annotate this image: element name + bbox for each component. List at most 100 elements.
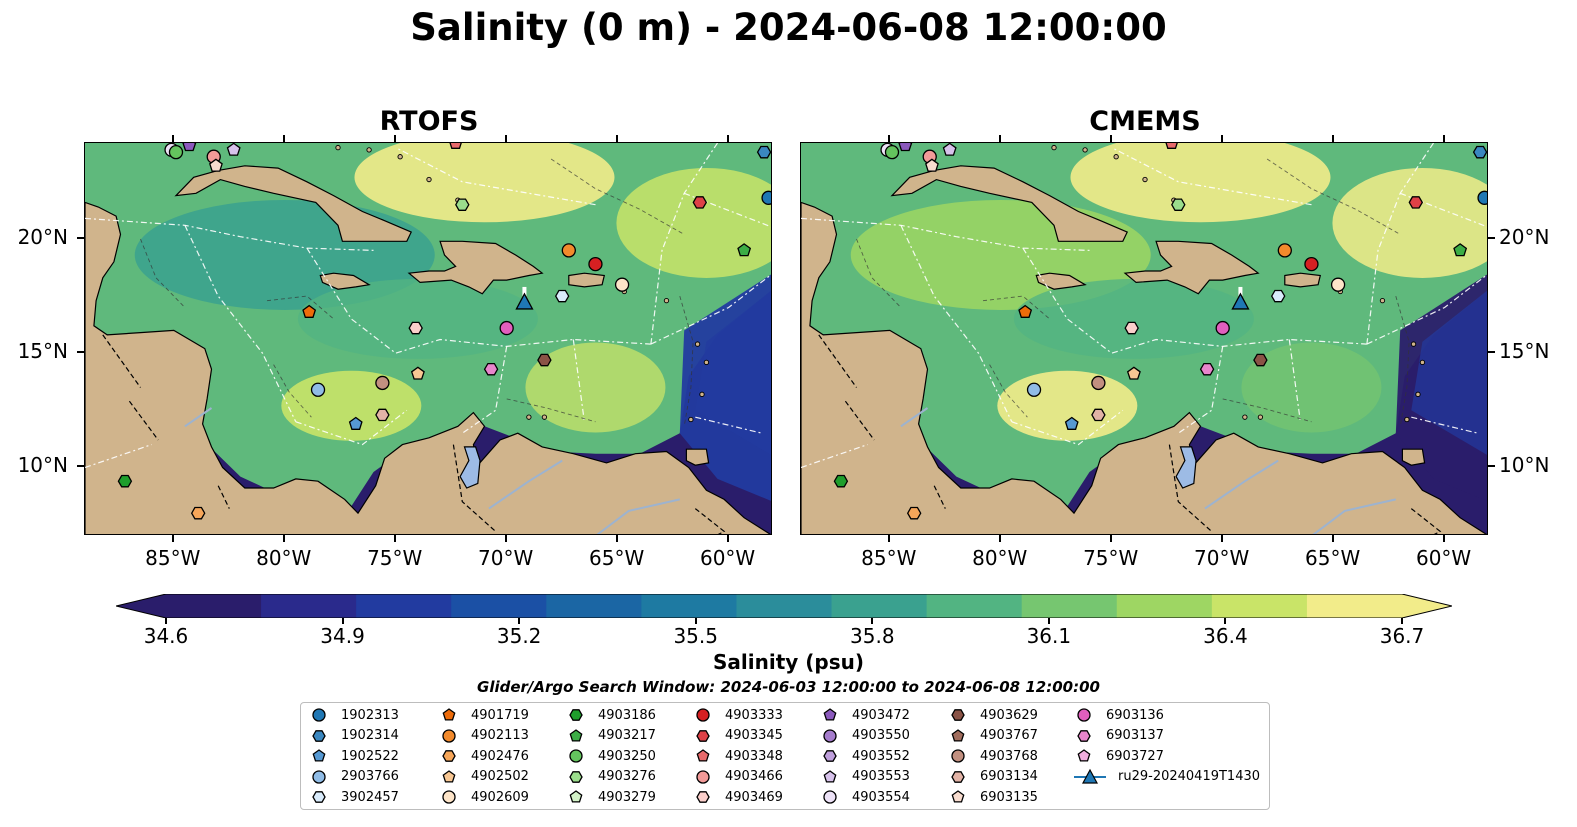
station-marker [226,143,241,156]
x-tick-mark-top [282,135,285,142]
panel-title-rtofs: RTOFS [379,106,479,137]
legend-item: 4903348 [693,746,783,766]
legend-item: 4903217 [566,726,656,746]
station-marker [410,366,425,380]
x-tick-mark [1220,535,1223,542]
legend-item: 1902314 [309,726,399,746]
legend: 1902313 1902314 1902522 2903766 3902457 49017… [300,702,1270,810]
circle-icon [951,749,965,763]
station-marker [898,143,913,152]
legend-item: 2903766 [309,767,399,787]
station-marker [1304,256,1319,272]
pentagon-icon [823,769,837,783]
station-marker [1277,243,1292,258]
legend-label: 1902313 [341,707,399,723]
legend-label: 4903466 [725,769,783,785]
colorbar-tick-mark [694,618,697,624]
station-marker [925,158,939,172]
legend-label: 4903768 [980,748,1038,764]
legend-label: 6903727 [1106,748,1164,764]
legend-item: 6903727 [1074,746,1164,766]
station-marker [375,375,390,391]
legend-label: 4903250 [598,748,656,764]
legend-label: 4903472 [852,707,910,723]
station-marker [942,143,957,156]
x-tick-mark [282,535,285,542]
colorbar-tick-mark [518,618,521,624]
x-tick-mark-top [1220,135,1223,142]
colorbar-segment [1116,594,1213,618]
legend-item: 4901719 [439,705,529,725]
pentagon-icon [1077,749,1091,762]
legend-item: 4902113 [439,726,529,746]
pentagon-icon [823,708,837,721]
legend-item: 4903552 [820,746,910,766]
station-marker [1124,321,1139,335]
legend-label: 4903469 [725,789,783,805]
y-tick-label-left: 15°N [17,339,68,364]
legend-label: 4903554 [852,789,910,805]
legend-item: 4902476 [439,746,529,766]
y-tick-mark-right [1488,465,1495,468]
y-tick-label-left: 10°N [17,453,68,478]
colorbar-segment [1211,594,1308,618]
legend-item: 4903768 [948,746,1038,766]
glider-marker [515,286,534,310]
x-tick-label: 65°W [589,546,645,570]
x-tick-mark-top [1109,135,1112,142]
legend-label: 4903550 [852,728,910,744]
station-marker [1165,143,1178,149]
legend-label: 4903553 [852,769,910,785]
y-tick-label-right: 15°N [1499,339,1550,364]
legend-label: 4903552 [852,748,910,764]
circle-icon [823,790,837,805]
station-marker [182,143,197,152]
x-tick-mark [726,535,729,542]
legend-label: 4903276 [598,769,656,785]
legend-item: 4903333 [693,705,783,725]
x-tick-mark [504,535,507,542]
colorbar-tick-mark [1047,618,1050,624]
pentagon-icon [569,790,583,803]
pentagon-icon [442,769,456,783]
legend-label: ru29-20240419T1430 [1118,769,1261,785]
x-tick-mark [393,535,396,542]
station-marker [1270,289,1286,303]
x-tick-label: 60°W [699,546,756,570]
station-marker [588,256,603,272]
legend-item: 4903250 [566,746,656,766]
colorbar-tick-label: 36.1 [1026,624,1072,648]
colorbar-tick-label: 36.7 [1379,624,1425,648]
colorbar-segment [261,594,357,618]
legend-item: 4903279 [566,787,656,807]
station-marker [906,506,922,520]
y-tick-label-left: 20°N [17,224,68,249]
station-marker [537,353,552,367]
x-tick-mark [171,535,174,542]
station-marker [1472,145,1487,159]
circle-icon [442,790,456,805]
hexagon-icon [312,791,326,804]
hexagon-icon [951,709,965,721]
colorbar-segment [736,594,833,618]
station-marker [1453,243,1468,257]
legend-item: 4903469 [693,787,783,807]
x-tick-mark [887,535,890,542]
legend-label: 4903348 [725,748,783,764]
station-marker [1408,196,1424,209]
colorbar-segment [831,594,928,618]
glider-marker [1231,286,1250,310]
x-tick-label: 65°W [1305,546,1361,570]
legend-label: 4902609 [471,789,529,805]
legend-label: 2903766 [341,769,399,785]
legend-item: 4903554 [820,787,910,807]
circle-icon [696,708,710,722]
x-tick-mark [1331,535,1334,542]
colorbar-tick-label: 34.6 [143,624,189,648]
colorbar-tick-mark [341,618,344,624]
colorbar-segment [926,594,1023,618]
station-marker [449,143,462,149]
legend-item: 1902522 [309,746,399,766]
circle-icon [569,749,583,763]
station-marker [499,320,514,336]
